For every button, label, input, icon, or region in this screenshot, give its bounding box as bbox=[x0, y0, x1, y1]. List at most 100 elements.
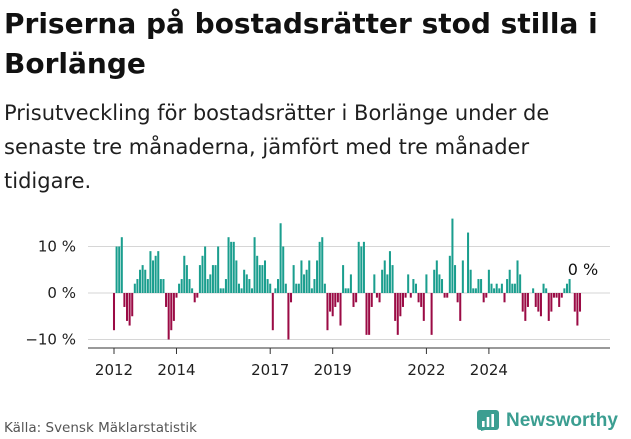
bar bbox=[128, 293, 131, 326]
bar bbox=[253, 237, 256, 293]
bar bbox=[539, 293, 542, 317]
bar bbox=[222, 288, 225, 293]
bar bbox=[141, 265, 144, 293]
bar bbox=[308, 260, 311, 293]
bar bbox=[326, 293, 329, 331]
bar bbox=[185, 265, 188, 293]
bar bbox=[474, 288, 477, 293]
bar bbox=[573, 293, 576, 312]
bar bbox=[472, 288, 475, 293]
bar bbox=[136, 279, 139, 293]
bar bbox=[250, 288, 253, 293]
bar bbox=[430, 293, 433, 335]
bar bbox=[146, 279, 149, 293]
bar bbox=[284, 283, 287, 293]
bar bbox=[412, 279, 415, 293]
bar bbox=[446, 293, 449, 298]
bar bbox=[159, 279, 162, 293]
bar bbox=[441, 279, 444, 293]
bar bbox=[506, 279, 509, 293]
bar bbox=[404, 293, 407, 298]
bar bbox=[456, 293, 459, 303]
y-tick-label: −10 % bbox=[25, 331, 76, 349]
bar bbox=[550, 293, 553, 312]
bar bbox=[420, 293, 423, 307]
bar bbox=[258, 265, 261, 293]
bar bbox=[313, 279, 316, 293]
y-tick-label: 0 % bbox=[47, 284, 76, 302]
bar bbox=[263, 260, 267, 293]
bar bbox=[115, 246, 118, 293]
newsworthy-logo-icon bbox=[477, 410, 499, 431]
bar bbox=[292, 265, 295, 293]
bar bbox=[274, 288, 277, 293]
bar bbox=[170, 293, 173, 331]
bar bbox=[352, 293, 355, 307]
bar bbox=[508, 269, 511, 293]
bar bbox=[321, 237, 324, 293]
bar bbox=[206, 279, 209, 293]
bar bbox=[454, 265, 457, 293]
bar bbox=[214, 265, 217, 293]
bar bbox=[290, 293, 293, 303]
bar bbox=[399, 293, 402, 317]
bar bbox=[480, 279, 483, 293]
bar bbox=[198, 265, 201, 293]
bar bbox=[438, 274, 441, 293]
bar bbox=[126, 293, 129, 321]
bar bbox=[339, 293, 342, 326]
bar bbox=[443, 293, 446, 298]
x-tick-label: 2014 bbox=[157, 361, 195, 379]
brand-logo[interactable]: Newsworthy bbox=[476, 409, 618, 433]
bar bbox=[154, 255, 157, 293]
bar bbox=[224, 279, 227, 293]
bar bbox=[448, 255, 451, 293]
bar bbox=[191, 288, 194, 293]
bar bbox=[394, 293, 397, 321]
bars bbox=[112, 218, 582, 340]
bar bbox=[204, 246, 207, 293]
bar bbox=[545, 288, 548, 293]
bar bbox=[261, 265, 264, 293]
bar bbox=[414, 283, 417, 293]
bar bbox=[391, 265, 394, 293]
bar bbox=[532, 288, 535, 293]
bar bbox=[287, 293, 290, 340]
bar bbox=[266, 279, 269, 293]
y-tick-label: 10 % bbox=[38, 238, 76, 256]
bar bbox=[342, 265, 345, 293]
bar bbox=[407, 274, 410, 293]
bar bbox=[357, 241, 360, 293]
bar bbox=[300, 260, 303, 293]
bar bbox=[193, 293, 196, 303]
bar bbox=[552, 293, 555, 298]
bar bbox=[383, 260, 386, 293]
bar bbox=[112, 293, 116, 331]
x-tick-label: 2022 bbox=[407, 361, 445, 379]
bar bbox=[230, 241, 233, 293]
bar bbox=[162, 279, 165, 293]
bar bbox=[235, 260, 238, 293]
chart-subtitle: Prisutveckling för bostadsrätter i Borlä… bbox=[4, 101, 550, 193]
bar bbox=[165, 293, 168, 307]
bar bbox=[513, 283, 516, 293]
bar bbox=[355, 293, 358, 303]
bar bbox=[256, 255, 259, 293]
bar bbox=[368, 293, 371, 335]
bar bbox=[131, 293, 134, 317]
bar bbox=[526, 293, 529, 307]
bar bbox=[167, 293, 170, 340]
bar bbox=[232, 241, 235, 293]
bar bbox=[183, 255, 186, 293]
bar bbox=[534, 293, 537, 307]
bar bbox=[349, 274, 352, 293]
bar bbox=[318, 241, 321, 293]
bar bbox=[172, 293, 175, 321]
tick-labels: −10 % 0 % 10 % 2012 2014 2017 2019 2022 2024 0 % bbox=[25, 238, 598, 380]
bar bbox=[401, 293, 404, 307]
bar bbox=[542, 283, 545, 293]
bar bbox=[425, 274, 428, 293]
bar bbox=[373, 274, 376, 293]
bar bbox=[329, 293, 332, 312]
bar bbox=[334, 293, 337, 307]
